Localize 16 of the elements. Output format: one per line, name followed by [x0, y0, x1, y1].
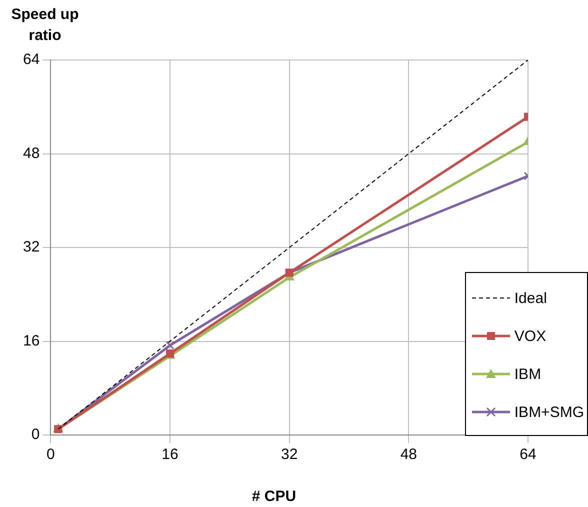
- legend-label: Ideal: [514, 290, 547, 306]
- y-tick-label: 16: [22, 332, 40, 350]
- x-tick-label: 0: [46, 446, 55, 464]
- x-tick-label: 48: [400, 446, 418, 464]
- x-tick-label: 32: [281, 446, 298, 464]
- x-tick-label: 64: [520, 446, 536, 464]
- y-tick-label: 32: [22, 238, 40, 256]
- x-tick-label: 16: [162, 446, 178, 464]
- legend-label: IBM: [514, 366, 542, 382]
- x-axis-title: # CPU: [250, 488, 298, 505]
- y-axis-title: Speed up ratio: [10, 5, 80, 46]
- legend-label: IBM+SMG: [514, 404, 584, 420]
- y-tick-label: 0: [31, 426, 40, 444]
- legend-label: VOX: [514, 328, 546, 344]
- y-tick-label: 64: [22, 51, 40, 68]
- y-tick-label: 48: [22, 144, 40, 162]
